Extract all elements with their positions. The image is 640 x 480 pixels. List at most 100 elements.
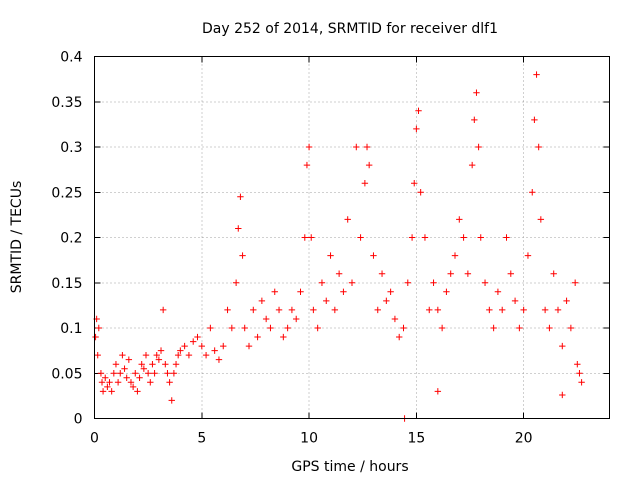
data-point — [537, 216, 545, 223]
data-point — [434, 388, 442, 395]
data-point — [443, 288, 450, 295]
data-point — [499, 306, 506, 314]
data-point — [162, 361, 169, 368]
data-point — [460, 234, 467, 241]
data-point — [125, 356, 133, 363]
data-point — [106, 379, 113, 386]
axis-ticks — [94, 56, 610, 419]
y-tick-label: 0.2 — [60, 231, 82, 247]
data-point — [378, 270, 386, 277]
data-point — [305, 143, 313, 151]
data-point — [486, 306, 493, 314]
data-point — [159, 306, 167, 314]
data-point — [344, 216, 351, 223]
data-point — [174, 351, 182, 359]
y-tick-label: 0.4 — [60, 50, 82, 66]
data-point — [97, 370, 105, 377]
data-point — [361, 180, 369, 187]
data-point — [147, 379, 154, 386]
data-point — [314, 324, 321, 332]
data-point — [288, 306, 296, 314]
data-point — [520, 306, 527, 314]
data-point — [211, 347, 218, 354]
data-point — [166, 379, 173, 386]
y-tick-label: 0.05 — [51, 366, 82, 382]
grid — [94, 56, 610, 419]
data-point — [138, 361, 145, 368]
x-tick-label: 10 — [300, 431, 318, 447]
data-point — [258, 297, 266, 305]
data-point — [475, 143, 482, 151]
data-point — [438, 324, 446, 332]
data-point — [468, 161, 476, 169]
data-point — [110, 370, 118, 377]
data-point — [533, 71, 540, 78]
data-point — [95, 324, 102, 332]
data-point — [220, 342, 227, 350]
data-point — [357, 234, 364, 241]
data-point — [477, 234, 484, 241]
data-point — [363, 143, 371, 151]
data-point — [127, 379, 135, 386]
data-point — [170, 370, 178, 377]
data-point — [224, 306, 231, 314]
y-tick-label: 0.35 — [51, 95, 82, 111]
data-point — [181, 342, 188, 350]
data-point — [239, 252, 246, 259]
data-point — [576, 370, 583, 377]
y-axis-label: SRMTID / TECUs — [9, 181, 25, 294]
data-point — [112, 361, 120, 368]
data-point — [140, 365, 148, 372]
data-point — [151, 370, 158, 377]
data-point — [121, 365, 128, 372]
data-point — [250, 306, 257, 314]
data-point — [387, 288, 394, 295]
data-point — [136, 374, 143, 381]
data-point — [117, 370, 124, 377]
data-point — [331, 306, 339, 314]
data-point — [202, 351, 210, 359]
data-point — [271, 288, 278, 295]
data-point — [456, 216, 463, 223]
data-point — [132, 370, 139, 377]
data-point — [516, 324, 523, 332]
y-tick-label: 0.1 — [60, 321, 82, 337]
data-point — [144, 370, 152, 377]
data-point — [471, 116, 478, 124]
tick-labels: 0 0.05 0.1 0.15 0.2 0.25 0.3 0.35 0.4 0 5 10 15 20 — [51, 50, 532, 447]
y-tick-label: 0.15 — [51, 276, 82, 292]
data-point — [280, 333, 287, 341]
data-point — [353, 143, 360, 151]
data-point — [524, 252, 532, 259]
data-point — [99, 388, 107, 395]
data-point — [301, 234, 308, 241]
data-point — [155, 356, 163, 363]
data-point — [293, 315, 300, 323]
data-point — [123, 374, 130, 381]
data-point — [494, 288, 502, 295]
data-point — [447, 270, 454, 277]
data-point — [149, 361, 156, 368]
data-point — [365, 161, 373, 169]
data-point — [370, 252, 377, 259]
data-point — [308, 234, 315, 241]
data-point — [108, 388, 115, 395]
y-tick-label: 0 — [74, 412, 83, 428]
data-point — [114, 379, 122, 386]
x-tick-label: 15 — [407, 431, 425, 447]
data-point — [408, 234, 416, 241]
data-point — [413, 125, 420, 133]
y-tick-label: 0.3 — [60, 140, 82, 156]
data-point — [172, 361, 180, 368]
data-point — [481, 279, 489, 286]
data-point — [232, 279, 240, 286]
data-point — [237, 193, 244, 200]
data-point — [417, 189, 424, 196]
data-point — [348, 279, 356, 286]
data-point — [134, 388, 141, 395]
data-point — [310, 306, 317, 314]
data-point — [430, 279, 437, 286]
x-tick-label: 20 — [515, 431, 533, 447]
data-point — [559, 342, 566, 350]
data-point — [245, 342, 253, 350]
